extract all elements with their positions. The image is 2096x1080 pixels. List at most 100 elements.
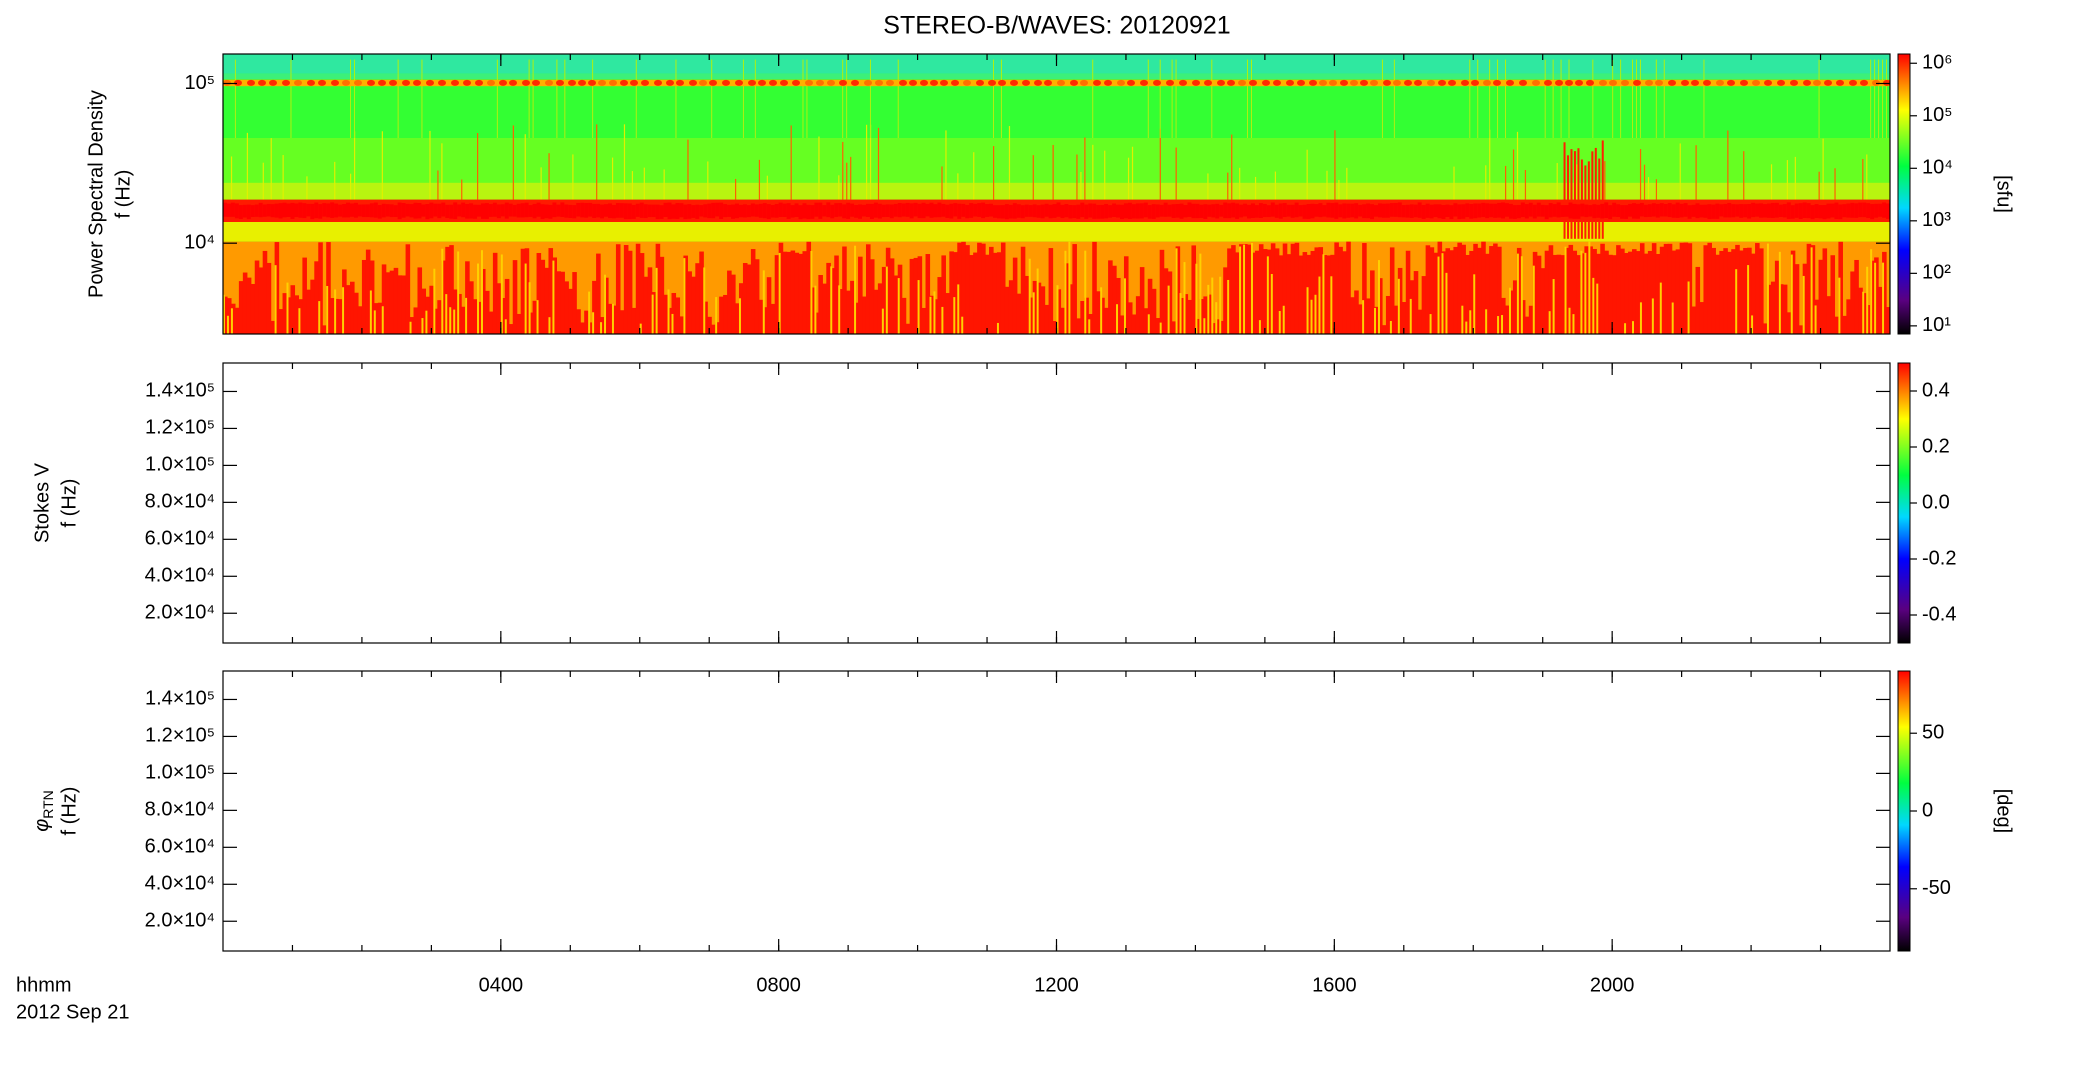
spectrogram-cell <box>1004 286 1010 334</box>
spectrogram-cell <box>1266 205 1271 218</box>
spectrogram-cell <box>1117 79 1125 86</box>
spectrogram-cell <box>1512 205 1517 219</box>
spectrogram-cell <box>246 132 249 200</box>
spectrogram-cell <box>920 79 928 86</box>
spectrogram-cell <box>572 272 577 334</box>
spectrogram-cell <box>294 79 302 86</box>
spectrogram-cell <box>1207 204 1212 217</box>
spectrogram-cell <box>258 79 266 86</box>
spectrogram-cell <box>1762 323 1768 334</box>
spectrogram-cell <box>1834 168 1836 200</box>
spectrogram-cell <box>524 248 530 334</box>
spectrogram-cell <box>381 131 383 200</box>
spectrogram-cell <box>1599 79 1607 86</box>
spectrogram-cell <box>754 59 756 138</box>
spectrogram-cell <box>1100 287 1103 334</box>
spectrogram-cell <box>930 79 938 86</box>
spectrogram-cell <box>1586 79 1594 86</box>
spectrogram-cell <box>544 204 549 219</box>
spectrogram-cell <box>1810 245 1816 334</box>
spectrogram-cell <box>465 261 470 334</box>
spectrogram-cell <box>1346 167 1348 200</box>
spectrogram-cell <box>766 175 768 200</box>
spectrogram-cell <box>1445 204 1450 217</box>
spectrogram-cell <box>1883 79 1890 86</box>
spectrogram-cell <box>496 283 502 334</box>
spectrogram-cell <box>1497 59 1499 138</box>
spectrogram-cell <box>1826 296 1832 334</box>
spectrogram-cell <box>1854 203 1859 218</box>
spectrogram-cell <box>973 252 978 334</box>
spectrogram-cell <box>223 182 1890 200</box>
spectrogram-cell <box>1068 205 1073 219</box>
spectrogram-cell <box>1695 266 1701 334</box>
spectrogram-cell <box>1266 249 1272 334</box>
spectrogram-cell <box>1810 247 1813 334</box>
spectrogram-cell <box>953 252 958 334</box>
spectrogram-cell <box>1552 254 1558 334</box>
spectrogram-cell <box>913 202 918 217</box>
spectrogram-cell <box>1334 242 1339 334</box>
spectrogram-cell <box>881 266 887 334</box>
spectrogram-cell <box>607 203 612 219</box>
spectrogram-cell <box>1564 246 1567 334</box>
spectrogram-cell <box>1024 275 1030 334</box>
spectrogram-cell <box>1596 204 1601 218</box>
spectrogram-cell <box>1445 272 1448 334</box>
spectrogram-cell <box>433 203 438 217</box>
spectrogram-cell <box>1318 247 1324 334</box>
spectrogram-cell <box>1624 323 1627 334</box>
spectrogram-cell <box>234 59 236 138</box>
spectrogram-cell <box>667 202 672 220</box>
spectrogram-cell <box>361 259 367 334</box>
spectrogram-cell <box>635 203 640 217</box>
spectrogram-cell <box>1437 256 1440 334</box>
spectrogram-cell <box>322 203 327 217</box>
spectrogram-cell <box>369 260 375 334</box>
spectrogram-cell <box>499 79 507 86</box>
spectrogram-cell <box>641 79 649 86</box>
spectrogram-cell <box>921 202 926 219</box>
spectrogram-cell <box>258 267 264 334</box>
spectrogram-cell <box>889 258 895 334</box>
spectrogram-cell <box>742 204 747 218</box>
spectrogram-cell <box>1147 278 1153 334</box>
spectrogram-cell <box>937 202 942 218</box>
spectrogram-cell <box>532 203 537 219</box>
spectrogram-cell <box>1306 149 1308 200</box>
spectrogram-cell <box>1570 149 1573 239</box>
spectrogram-cell <box>234 203 239 219</box>
spectrogram-cell <box>1298 255 1304 334</box>
spectrogram-cell <box>1592 204 1597 219</box>
spectrogram-cell <box>1076 204 1081 219</box>
spectrogram-cell <box>1497 246 1502 334</box>
spectrogram-cell <box>1860 79 1868 86</box>
spectrogram-cell <box>963 79 971 86</box>
spectrogram-cell <box>1314 294 1317 334</box>
spectrogram-cell <box>326 285 329 334</box>
spectrogram-cell <box>1409 298 1412 334</box>
spectrogram-cell <box>1100 204 1105 219</box>
spectrogram-cell <box>1759 203 1763 218</box>
spectrogram-cell <box>397 202 402 220</box>
spectrogram-cell <box>223 202 227 217</box>
spectrogram-cell <box>596 253 601 334</box>
spectrogram-cell <box>385 272 391 334</box>
spectrogram-cell <box>1609 79 1617 86</box>
spectrogram-cell <box>865 244 871 334</box>
spectrogram-cell <box>604 274 607 334</box>
spectrogram-cell <box>897 203 902 218</box>
spectrogram-cell <box>1485 309 1488 334</box>
spectrogram-cell <box>1552 59 1554 138</box>
spectrogram-cell <box>1770 164 1773 200</box>
colorbar-tick-label: 10⁶ <box>1922 52 1952 74</box>
spectrogram-cell <box>1243 244 1248 334</box>
spectrogram-cell <box>1528 202 1533 217</box>
spectrogram-cell <box>1016 293 1022 334</box>
spectrogram-cell <box>246 204 251 220</box>
spectrogram-cell <box>1393 305 1399 334</box>
spectrogram-cell <box>1520 202 1525 218</box>
spectrogram-cell <box>592 312 595 334</box>
spectrogram-cell <box>671 204 676 219</box>
spectrogram-cell <box>1790 205 1795 219</box>
